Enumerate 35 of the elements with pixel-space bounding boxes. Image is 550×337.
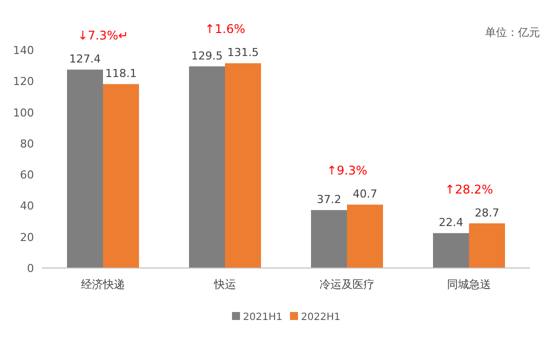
x-tick-label: 冷运及医疗 — [320, 278, 374, 291]
bar — [225, 63, 261, 268]
y-tick-label: 120 — [13, 75, 34, 88]
data-label: 37.2 — [316, 193, 342, 206]
y-tick-label: 80 — [20, 137, 34, 150]
bar — [311, 210, 347, 268]
y-tick-label: 40 — [20, 200, 34, 213]
data-label: 129.5 — [191, 49, 223, 62]
data-label: 127.4 — [69, 52, 101, 66]
bar — [469, 223, 505, 268]
x-tick-label: 经济快递 — [81, 278, 125, 291]
annotation: ↑9.3% — [326, 164, 368, 178]
data-label: 28.7 — [474, 206, 500, 220]
bar — [67, 70, 103, 268]
bar — [103, 84, 139, 268]
x-tick-label: 同城急送 — [447, 278, 491, 291]
legend-label: 2022H1 — [301, 312, 340, 323]
data-label: 118.1 — [105, 67, 137, 80]
annotation: ↑28.2% — [444, 182, 494, 196]
bar — [433, 233, 469, 268]
y-tick-label: 60 — [20, 168, 34, 182]
y-tick-label: 140 — [13, 44, 34, 57]
data-label: 40.7 — [352, 188, 378, 201]
data-label: 22.4 — [438, 216, 464, 230]
annotation: ↓7.3%↵ — [78, 28, 128, 43]
annotation: ↑1.6% — [204, 22, 246, 36]
data-label: 131.5 — [227, 46, 259, 60]
y-tick-label: 20 — [20, 230, 34, 244]
bar — [189, 66, 225, 268]
y-tick-label: 100 — [13, 106, 34, 120]
y-tick-label: 0 — [27, 262, 34, 275]
bar — [347, 204, 383, 268]
legend-label: 2021H1 — [243, 312, 282, 323]
text: 单位：亿元 — [485, 26, 540, 39]
x-tick-label: 快运 — [213, 278, 236, 291]
